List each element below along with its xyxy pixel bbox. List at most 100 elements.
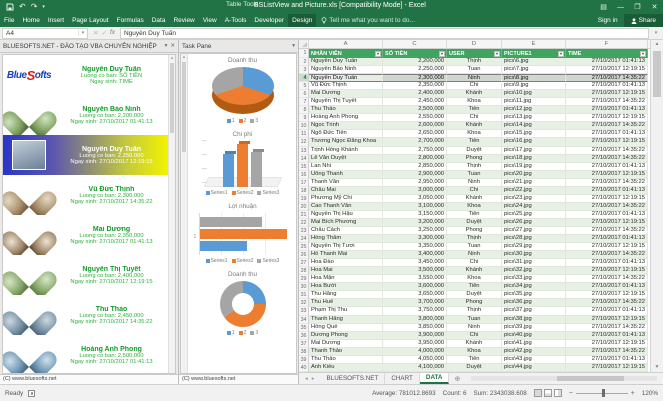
row-number[interactable]: 10 (299, 122, 309, 131)
cell[interactable]: 3,000,000 (383, 186, 447, 195)
row-number[interactable]: 21 (299, 210, 309, 219)
table-row[interactable]: 6 Mai Dương 2,400,000 Khánh pics\10.jpg 27/10… (299, 90, 650, 99)
cell[interactable]: 27/10/2017 01:41:13 (566, 235, 648, 244)
cell[interactable]: Chi (447, 331, 502, 340)
cell[interactable]: 3,300,000 (383, 235, 447, 244)
cell[interactable]: Thịnh (447, 162, 502, 171)
zoom-out-icon[interactable]: − (568, 389, 573, 397)
filter-dropdown-icon[interactable]: ▾ (439, 50, 445, 57)
cell[interactable]: 27/10/2017 01:41:13 (566, 58, 648, 67)
employee-card[interactable]: Nguyễn Thị Tuyết Luong co ban: 2,400,000 N… (3, 255, 168, 295)
cell[interactable]: Thu Thảo (309, 106, 383, 115)
row-number[interactable]: 38 (299, 347, 309, 356)
sheet-nav-left-icon[interactable]: ◂ (305, 375, 308, 382)
cell[interactable]: pics\16.jpg (502, 138, 566, 147)
cell[interactable]: 2,450,000 (383, 98, 447, 107)
cell[interactable]: 4,100,000 (383, 363, 447, 372)
table-row[interactable]: 34 Thanh Hằng 3,800,000 Tuan pics\38.jpg 27/1… (299, 315, 650, 324)
cell[interactable]: 27/10/2017 01:41:13 (566, 259, 648, 268)
cell[interactable]: 3,700,000 (383, 299, 447, 308)
table-row[interactable]: 22 Mai Bích Phương 3,200,000 Duyệt pics\26.j… (299, 218, 650, 227)
cell[interactable]: pics\26.jpg (502, 218, 566, 227)
row-number[interactable]: 8 (299, 106, 309, 115)
filter-dropdown-icon[interactable]: ▾ (640, 50, 646, 57)
table-header-1[interactable]: NHÂN VIÊN ▾ (309, 49, 383, 58)
row-number[interactable]: 4 (299, 74, 309, 83)
cell[interactable]: 27/10/2017 12:19:15 (566, 243, 648, 252)
cell[interactable]: Ninh (447, 74, 502, 83)
cell[interactable]: Nguyễn Bảo Ninh (309, 66, 383, 75)
undo-icon[interactable]: ↶ (19, 2, 26, 11)
cell[interactable]: pics\21.jpg (502, 178, 566, 187)
sheet-nav-right-icon[interactable]: ▸ (311, 375, 315, 382)
cell[interactable]: Ngọc Trinh (309, 122, 383, 131)
ribbon-tab-page-layout[interactable]: Page Layout (72, 17, 109, 24)
table-row[interactable]: 3 Nguyễn Bảo Ninh 2,250,000 Tuan pics\7.jpg 2… (299, 66, 650, 75)
cell[interactable]: 27/10/2017 01:41:13 (566, 106, 648, 115)
employee-card[interactable]: Thu Thảo Luong co ban: 2,450,000 Ngay sinh… (3, 295, 168, 335)
row-number[interactable]: 9 (299, 114, 309, 123)
cell[interactable]: Hồng Quế (309, 323, 383, 332)
cell[interactable]: Hoa Mận (309, 275, 383, 284)
cell[interactable]: pics\30.jpg (502, 251, 566, 260)
cell[interactable]: Trịnh Hồng Khánh (309, 146, 383, 155)
row-number[interactable]: 23 (299, 226, 309, 236)
ribbon-tab-developer[interactable]: Developer (254, 17, 285, 24)
cell[interactable]: 3,850,000 (383, 323, 447, 332)
cell[interactable]: 2,900,000 (383, 170, 447, 179)
cell[interactable]: 27/10/2017 12:19:15 (566, 363, 648, 372)
cell[interactable]: pics\27.jpg (502, 226, 566, 236)
cell[interactable]: Ánh Kiều (309, 363, 383, 372)
table-row[interactable]: 32 Thu Huế 3,700,000 Phong pics\36.jpg 27/10/… (299, 299, 650, 308)
cell[interactable]: pics\36.jpg (502, 299, 566, 308)
cell[interactable]: Khánh (447, 90, 502, 99)
cell[interactable]: pics\44.jpg (502, 363, 566, 372)
row-number[interactable]: 37 (299, 339, 309, 348)
cell[interactable]: 3,600,000 (383, 283, 447, 292)
table-header-2[interactable]: SỐ TIỀN ▾ (383, 49, 447, 58)
minimize-button[interactable]: — (617, 3, 624, 11)
formula-bar-expand-icon[interactable]: ▾ (654, 30, 658, 36)
select-all-corner[interactable] (299, 40, 309, 48)
cell[interactable]: Tuan (447, 243, 502, 252)
table-header-5[interactable]: TIME ▾ (566, 49, 648, 58)
cell[interactable]: Thịnh (447, 58, 502, 67)
cell[interactable]: Thanh Hằng (309, 315, 383, 324)
table-row[interactable]: 4 Nguyễn Duy Tuấn 2,300,000 Ninh pics\8.jpg 2… (299, 74, 650, 83)
cell[interactable]: Tuan (447, 170, 502, 179)
row-number[interactable]: 2 (299, 58, 309, 67)
column-header-E[interactable]: E (502, 40, 566, 48)
cell[interactable]: 2,950,000 (383, 178, 447, 187)
row-number[interactable]: 1 (299, 49, 309, 58)
row-number[interactable]: 39 (299, 355, 309, 364)
row-number[interactable]: 26 (299, 251, 309, 260)
cell[interactable]: 27/10/2017 12:19:15 (566, 267, 648, 276)
row-number[interactable]: 28 (299, 267, 309, 276)
cell[interactable]: pics\17.jpg (502, 146, 566, 155)
filter-dropdown-icon[interactable]: ▾ (558, 50, 564, 57)
table-row[interactable]: 20 Cao Thanh Vân 3,100,000 Khoa pics\24.jpg 2… (299, 202, 650, 211)
table-row[interactable]: 8 Thu Thảo 2,500,000 Tiên pics\12.jpg 27/10/2… (299, 106, 650, 115)
table-row[interactable]: 37 Mai Dương 3,950,000 Khánh pics\41.jpg 27/1… (299, 339, 650, 348)
cell[interactable]: Khánh (447, 339, 502, 348)
filter-dropdown-icon[interactable]: ▾ (375, 50, 381, 57)
page-layout-view-icon[interactable] (543, 389, 552, 397)
name-box[interactable]: ▾ (2, 27, 88, 39)
sheet-tab-bluesofts-net[interactable]: BLUESOFTS.NET (321, 373, 386, 384)
cell[interactable]: Phong (447, 226, 502, 236)
row-number[interactable]: 34 (299, 315, 309, 324)
cell[interactable]: 27/10/2017 14:35:22 (566, 226, 648, 236)
cell[interactable]: pics\22.jpg (502, 186, 566, 195)
cell[interactable]: 27/10/2017 14:35:22 (566, 146, 648, 155)
cell[interactable]: pics\41.jpg (502, 339, 566, 348)
cell[interactable]: pics\35.jpg (502, 291, 566, 300)
cell[interactable]: pics\28.jpg (502, 235, 566, 244)
cell[interactable]: Hoa Mai (309, 267, 383, 276)
cell[interactable]: pics\31.jpg (502, 259, 566, 268)
pane-dropdown-icon[interactable]: ▾ (164, 43, 168, 49)
cell[interactable]: 4,000,000 (383, 347, 447, 356)
cell[interactable]: pics\13.jpg (502, 114, 566, 123)
qat-customize-icon[interactable]: ▾ (42, 4, 45, 10)
sheet-tab-chart[interactable]: CHART (385, 373, 420, 384)
row-number[interactable]: 13 (299, 146, 309, 155)
